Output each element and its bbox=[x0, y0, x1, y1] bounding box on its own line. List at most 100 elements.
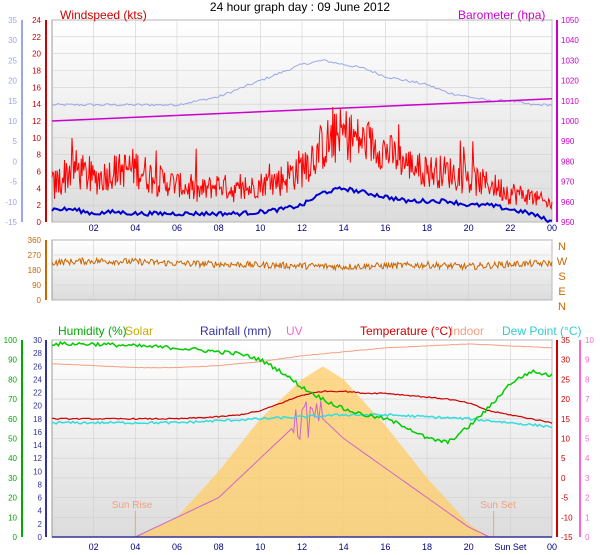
humidity-tick-label: 60 bbox=[8, 415, 17, 424]
outer-tick-label: 20 bbox=[8, 77, 17, 86]
outer-tick-label: 15 bbox=[8, 97, 17, 106]
outer-tick-label: 0 bbox=[13, 157, 18, 166]
uv-tick-label: 8 bbox=[585, 375, 590, 384]
compass-label: S bbox=[558, 271, 565, 283]
direction-tick-label: 0 bbox=[37, 296, 42, 305]
x-tick-label: 14 bbox=[339, 223, 349, 233]
wind-direction-line bbox=[51, 256, 553, 272]
windspeed-line bbox=[51, 106, 553, 211]
rainfall-tick-label: 30 bbox=[33, 336, 42, 345]
outer-tick-label: 10 bbox=[8, 117, 17, 126]
temperature-tick-label: -15 bbox=[561, 533, 573, 542]
outer-tick-label: 25 bbox=[8, 56, 17, 65]
humidity-tick-label: 100 bbox=[4, 336, 18, 345]
temperature-tick-label: 0 bbox=[561, 474, 566, 483]
average-wind-line bbox=[51, 186, 553, 224]
uv-tick-label: 4 bbox=[585, 454, 590, 463]
temperature-tick-label: 25 bbox=[561, 375, 570, 384]
windspeed-tick-label: 20 bbox=[32, 50, 41, 59]
x-tick-label: 22 bbox=[505, 223, 515, 233]
temperature-tick-label: 15 bbox=[561, 415, 570, 424]
uv-tick-label: 10 bbox=[585, 336, 594, 345]
humidity-tick-label: 80 bbox=[8, 375, 17, 384]
barometer-label: Barometer (hpa) bbox=[458, 8, 545, 22]
uv-label: UV bbox=[286, 324, 303, 338]
windspeed-tick-label: 6 bbox=[37, 168, 42, 177]
humidity-tick-label: 30 bbox=[8, 474, 17, 483]
outer-tick-label: -10 bbox=[5, 198, 17, 207]
indoor-line bbox=[51, 343, 553, 369]
rainfall-tick-label: 16 bbox=[33, 428, 42, 437]
rainfall-tick-label: 22 bbox=[33, 389, 42, 398]
x-tick-label: 18 bbox=[422, 542, 432, 552]
direction-tick-label: 270 bbox=[28, 251, 42, 260]
humidity-tick-label: 20 bbox=[8, 494, 17, 503]
humidity-line bbox=[51, 340, 553, 445]
uv-tick-label: 1 bbox=[585, 513, 590, 522]
rainfall-tick-label: 2 bbox=[38, 520, 43, 529]
compass-label: N bbox=[558, 241, 566, 253]
humidity-tick-label: 40 bbox=[8, 454, 17, 463]
windspeed-tick-label: 10 bbox=[32, 134, 41, 143]
outer-tick-label: 5 bbox=[13, 137, 18, 146]
barometer-tick-label: 1020 bbox=[561, 77, 579, 86]
sunset-annotation: Sun Set bbox=[480, 500, 516, 511]
barometer-tick-label: 980 bbox=[561, 157, 575, 166]
barometer-tick-label: 970 bbox=[561, 178, 575, 187]
rainfall-tick-label: 0 bbox=[38, 533, 43, 542]
temperature-label: Temperature (°C) bbox=[360, 324, 452, 338]
indoor-label: Indoor bbox=[450, 324, 484, 338]
uv-tick-label: 6 bbox=[585, 415, 590, 424]
rainfall-tick-label: 6 bbox=[38, 494, 43, 503]
x-tick-label: 00 bbox=[547, 542, 557, 552]
solar-area bbox=[135, 366, 490, 537]
windspeed-tick-label: 12 bbox=[32, 117, 41, 126]
uv-tick-label: 3 bbox=[585, 474, 590, 483]
compass-label: W bbox=[557, 256, 568, 268]
temperature-tick-label: 30 bbox=[561, 356, 570, 365]
temperature-tick-label: -5 bbox=[561, 494, 569, 503]
windspeed-tick-label: 2 bbox=[37, 201, 42, 210]
compass-label: N bbox=[558, 301, 566, 313]
x-tick-label: 06 bbox=[172, 223, 182, 233]
x-tick-label: 00 bbox=[547, 223, 557, 233]
x-tick-label: 20 bbox=[464, 542, 474, 552]
x-tick-label: 10 bbox=[255, 223, 265, 233]
dewpoint-line bbox=[51, 413, 553, 429]
rainfall-tick-label: 12 bbox=[33, 454, 42, 463]
windspeed-tick-label: 4 bbox=[37, 184, 42, 193]
outer-tick-label: -5 bbox=[10, 178, 18, 187]
x-tick-label: 16 bbox=[380, 542, 390, 552]
barometer-tick-label: 950 bbox=[561, 218, 575, 227]
outer-tick-label: 30 bbox=[8, 36, 17, 45]
uv-tick-label: 2 bbox=[585, 494, 590, 503]
x-tick-label: 16 bbox=[380, 223, 390, 233]
rainfall-tick-label: 24 bbox=[33, 375, 42, 384]
humidity-tick-label: 50 bbox=[8, 435, 17, 444]
x-tick-label: Sun Set bbox=[494, 542, 527, 552]
barometer-tick-label: 1010 bbox=[561, 97, 579, 106]
rainfall-tick-label: 20 bbox=[33, 402, 42, 411]
x-tick-label: 10 bbox=[255, 542, 265, 552]
temperature-outer-line bbox=[51, 59, 553, 107]
x-tick-label: 20 bbox=[464, 223, 474, 233]
humidity-label: Humidity (%) bbox=[58, 324, 127, 338]
direction-tick-label: 90 bbox=[32, 281, 41, 290]
direction-tick-label: 180 bbox=[28, 266, 42, 275]
humidity-tick-label: 90 bbox=[8, 356, 17, 365]
x-tick-label: 04 bbox=[130, 223, 140, 233]
compass-label: E bbox=[558, 286, 565, 298]
rainfall-tick-label: 28 bbox=[33, 349, 42, 358]
temperature-tick-label: -10 bbox=[561, 513, 573, 522]
rainfall-tick-label: 8 bbox=[38, 480, 43, 489]
rainfall-label: Rainfall (mm) bbox=[200, 324, 271, 338]
uv-tick-label: 7 bbox=[585, 395, 590, 404]
temperature-line bbox=[51, 390, 553, 424]
sunrise-annotation: Sun Rise bbox=[112, 500, 153, 511]
windspeed-tick-label: 0 bbox=[37, 218, 42, 227]
uv-line bbox=[135, 400, 490, 538]
rainfall-tick-label: 26 bbox=[33, 362, 42, 371]
uv-tick-label: 0 bbox=[585, 533, 590, 542]
barometer-tick-label: 1050 bbox=[561, 16, 579, 25]
